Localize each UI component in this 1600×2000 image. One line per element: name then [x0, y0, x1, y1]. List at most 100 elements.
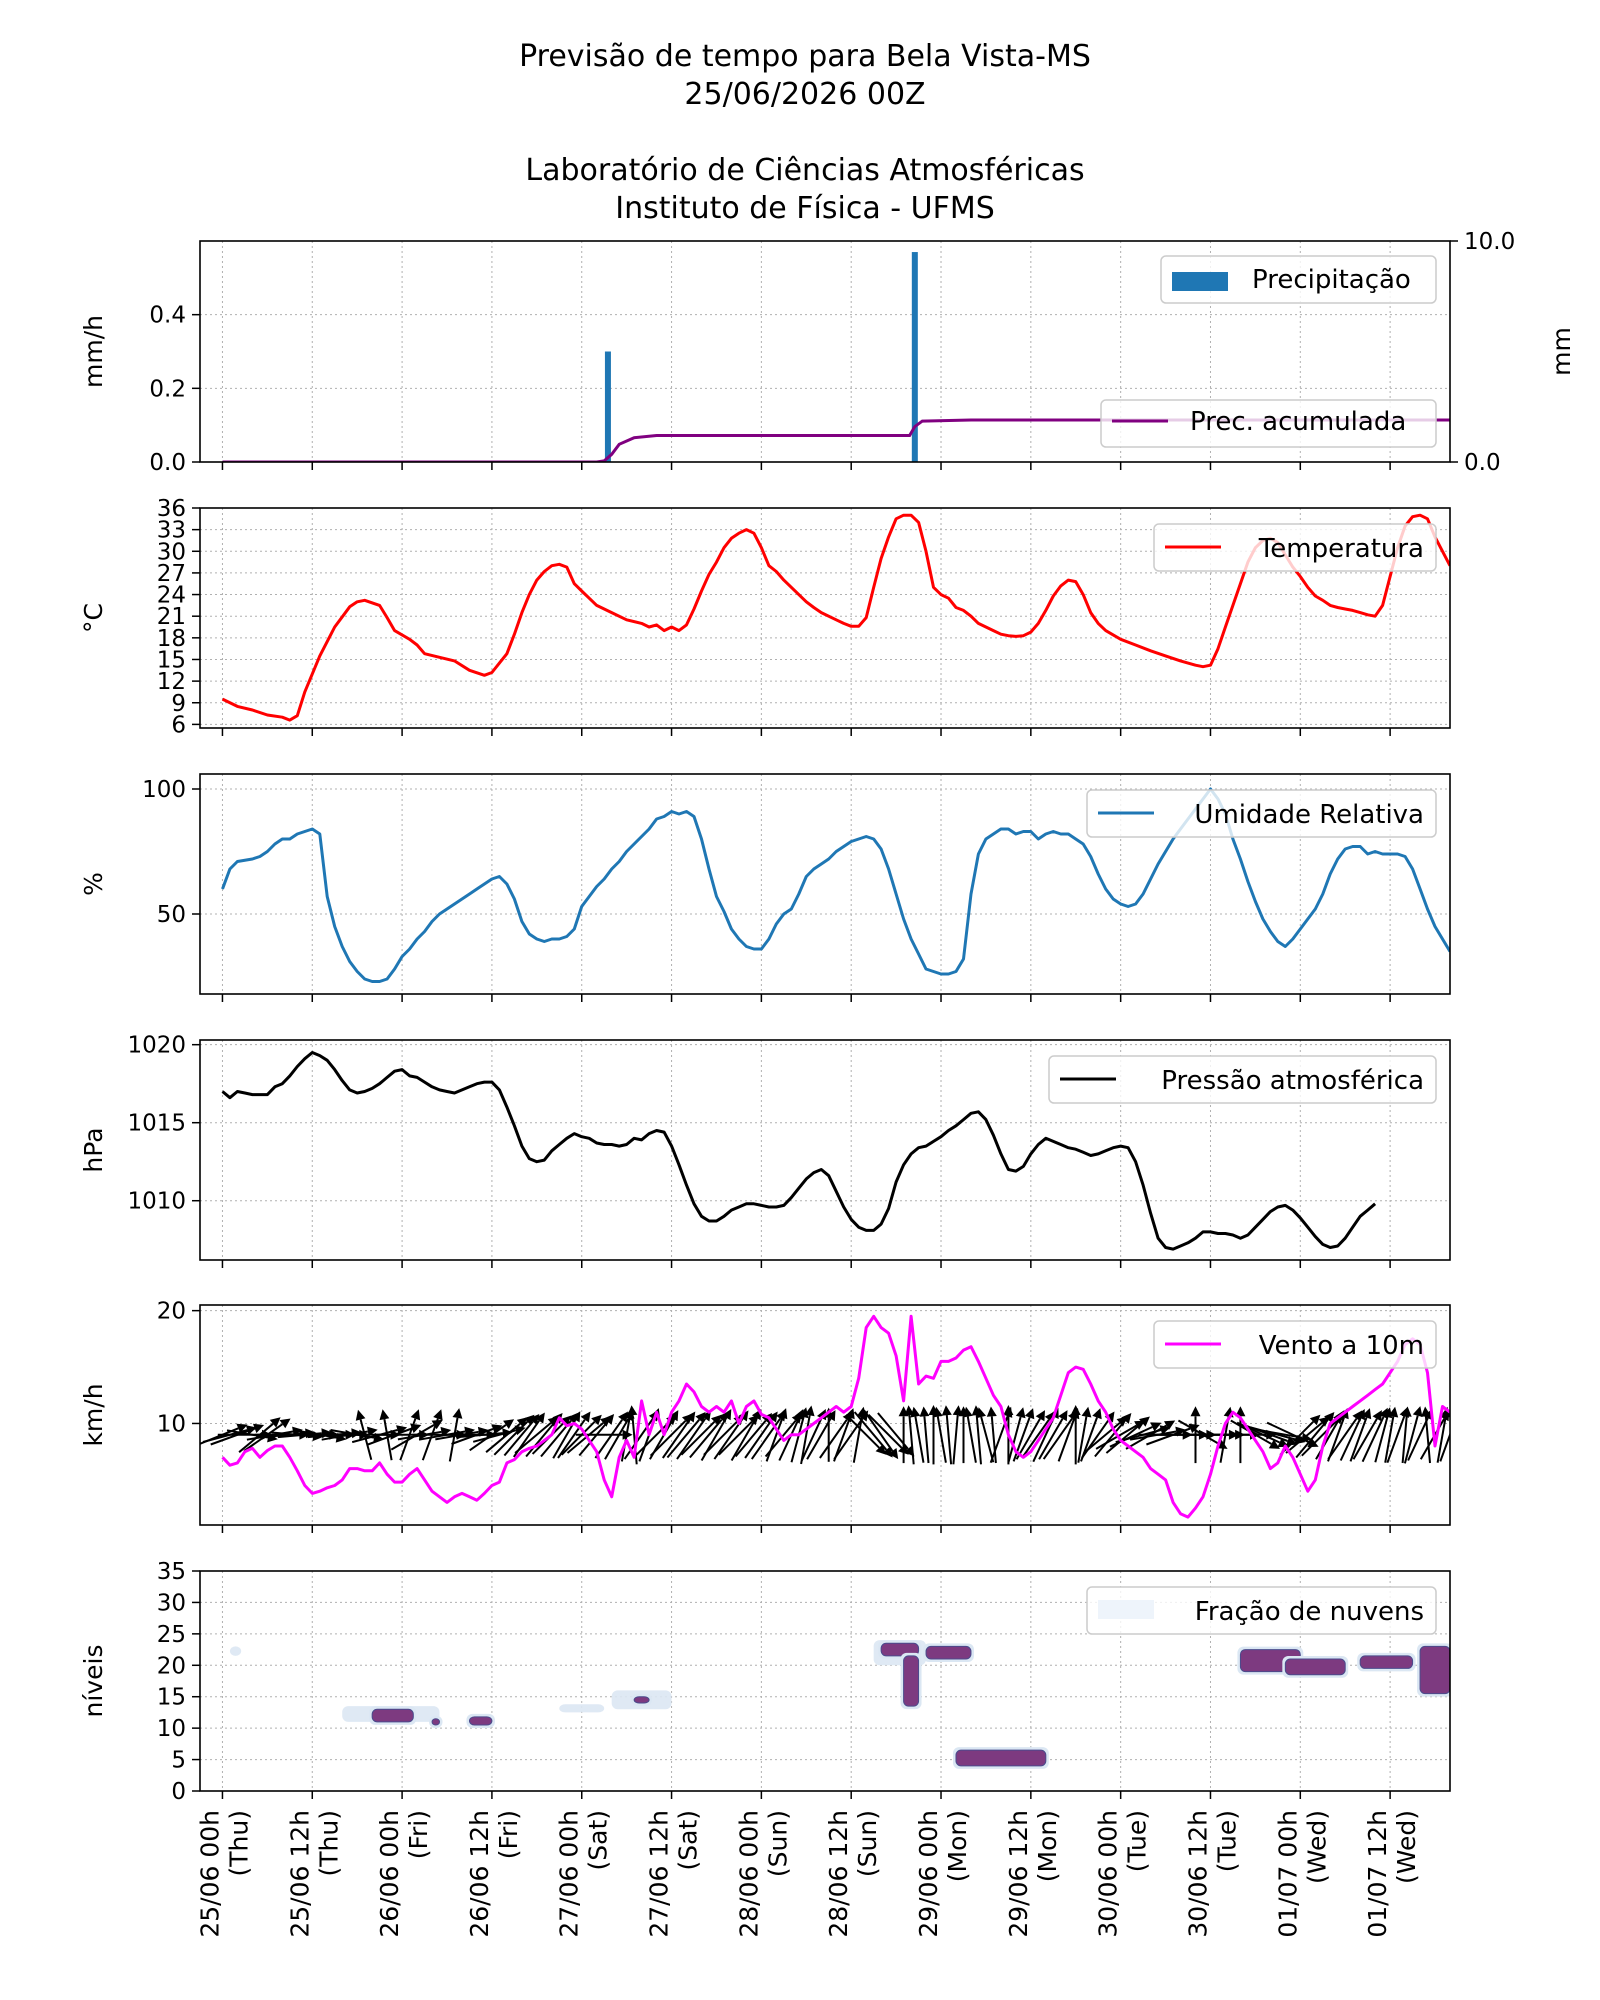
x-tick-label: 28/06 12h [824, 1810, 853, 1938]
wind-arrow [503, 1420, 534, 1457]
wind-arrow-head [571, 1411, 581, 1423]
wind-arrow-head [1121, 1413, 1132, 1424]
wind-arrow [1042, 1418, 1073, 1460]
wind-arrow [560, 1420, 596, 1456]
legend-box [1153, 1320, 1437, 1369]
x-tick-label: 01/07 00h [1273, 1810, 1302, 1938]
legend-label-temp: Temperatura [1258, 534, 1424, 564]
panel-precip: 0.0 0.2 0.4 mm/h 0.0 10.0 mm Precipitação Prec. … [79, 229, 1576, 476]
cloud-patch-dense [903, 1655, 920, 1707]
wind-arrow [966, 1416, 977, 1463]
y-tick-label: 15 [157, 1685, 186, 1711]
wind-arrow [1352, 1418, 1378, 1460]
x-tick-label: 26/06 00h [375, 1810, 404, 1938]
wind-arrow [1401, 1416, 1408, 1464]
y-axis-label: hPa [79, 1127, 108, 1172]
wind-arrow-head [668, 1410, 679, 1422]
wind-arrow-head [603, 1414, 615, 1425]
wind-arrow [1094, 1419, 1126, 1458]
wind-arrow [1436, 1416, 1447, 1463]
wind-arrows [200, 1405, 1450, 1465]
wind-arrow [1015, 1418, 1041, 1460]
wind-arrow-head [1355, 1409, 1365, 1421]
y-tick-label: 15 [157, 647, 186, 673]
x-tick-day: (Sun) [763, 1810, 792, 1877]
x-tick-day: (Tue) [1123, 1810, 1152, 1872]
x-tick-day: (Tue) [1212, 1810, 1241, 1872]
panel-clouds: 0 5 10 15 20 25 30 35 níveis Fração de nuvens [79, 1559, 1451, 1805]
wind-arrow-head [580, 1411, 591, 1423]
wind-arrow [764, 1419, 797, 1458]
wind-arrow-head [452, 1408, 463, 1419]
wind-arrow [1424, 1416, 1431, 1464]
legend-label-precip: Precipitação [1252, 265, 1411, 295]
y-tick-label: 35 [157, 1559, 186, 1585]
wind-arrow [552, 1419, 577, 1459]
wind-arrow-head [1318, 1416, 1330, 1427]
wind-arrow [806, 1418, 832, 1460]
wind-arrow-head [1015, 1407, 1026, 1419]
wind-arrow [1177, 1419, 1220, 1445]
wind-arrow [1407, 1417, 1429, 1461]
wind-arrow-head [1412, 1406, 1423, 1417]
y2-axis-label: mm [1547, 327, 1576, 376]
y-tick-label: 0 [171, 1779, 186, 1805]
x-tick-label: 27/06 00h [555, 1810, 584, 1938]
wind-arrow [1105, 1422, 1143, 1454]
wind-arrow [566, 1422, 604, 1454]
wind-arrow-head [857, 1406, 867, 1418]
wind-arrow [456, 1432, 503, 1439]
wind-arrow-head [1139, 1416, 1150, 1427]
wind-arrow [734, 1419, 767, 1458]
x-tick-day: (Thu) [224, 1810, 253, 1876]
y-tick-label: 30 [157, 1590, 186, 1616]
panel-rh: 50 100% Umidade Relativa [79, 773, 1451, 1002]
wind-arrow-head [722, 1409, 732, 1421]
wind-arrow [908, 1415, 915, 1465]
wind-arrow [418, 1430, 466, 1441]
wind-arrow-head [379, 1409, 390, 1421]
x-tick-label: 28/06 00h [734, 1810, 763, 1938]
wind-arrow-head [919, 1406, 930, 1417]
y-axis-label: mm/h [79, 315, 108, 388]
wind-arrow [1301, 1420, 1338, 1457]
y-tick-label: 1015 [127, 1111, 186, 1137]
legend-label-clouds: Fração de nuvens [1195, 1597, 1424, 1627]
x-tick-day: (Sat) [584, 1810, 613, 1871]
y-tick-label: 33 [157, 518, 186, 544]
x-tick-day: (Mon) [1033, 1810, 1062, 1882]
wind-arrow [713, 1418, 744, 1460]
wind-arrow-head [1035, 1410, 1045, 1422]
wind-arrow-head [1268, 1439, 1280, 1449]
wind-arrow [578, 1420, 609, 1457]
wind-arrow [990, 1416, 997, 1464]
wind-arrow-head [1058, 1410, 1068, 1422]
wind-arrow-head [804, 1405, 815, 1417]
wind-arrow [853, 1411, 888, 1451]
wind-arrow-head [491, 1424, 503, 1434]
precip-bar [911, 252, 918, 462]
wind-arrow-head [431, 1419, 443, 1430]
wind-arrow [819, 1419, 848, 1459]
panel-frame [199, 507, 1451, 729]
wind-arrow [485, 1423, 521, 1453]
wind-arrow [778, 1417, 801, 1461]
x-tick-label: 30/06 00h [1094, 1810, 1123, 1938]
wind-arrow [351, 1429, 398, 1444]
wind-arrow-head [1150, 1422, 1162, 1432]
x-tick-day: (Sun) [853, 1810, 882, 1877]
x-tick-label: 26/06 12h [465, 1810, 494, 1938]
wind-arrow [383, 1419, 393, 1461]
y2-tick-label: 0.0 [1464, 450, 1501, 476]
wind-arrow [359, 1419, 373, 1460]
precip-bar [604, 351, 611, 462]
wind-arrow-head [1372, 1410, 1382, 1422]
y-tick-label: 5 [171, 1748, 186, 1774]
wind-arrow [367, 1427, 413, 1446]
y-axis-label: km/h [79, 1383, 108, 1446]
wind-arrow [1285, 1422, 1323, 1454]
wind-arrow-head [1190, 1406, 1201, 1417]
y-axis-label: °C [79, 603, 108, 633]
wind-arrow-head [1235, 1406, 1246, 1417]
wind-arrow [975, 1415, 982, 1465]
